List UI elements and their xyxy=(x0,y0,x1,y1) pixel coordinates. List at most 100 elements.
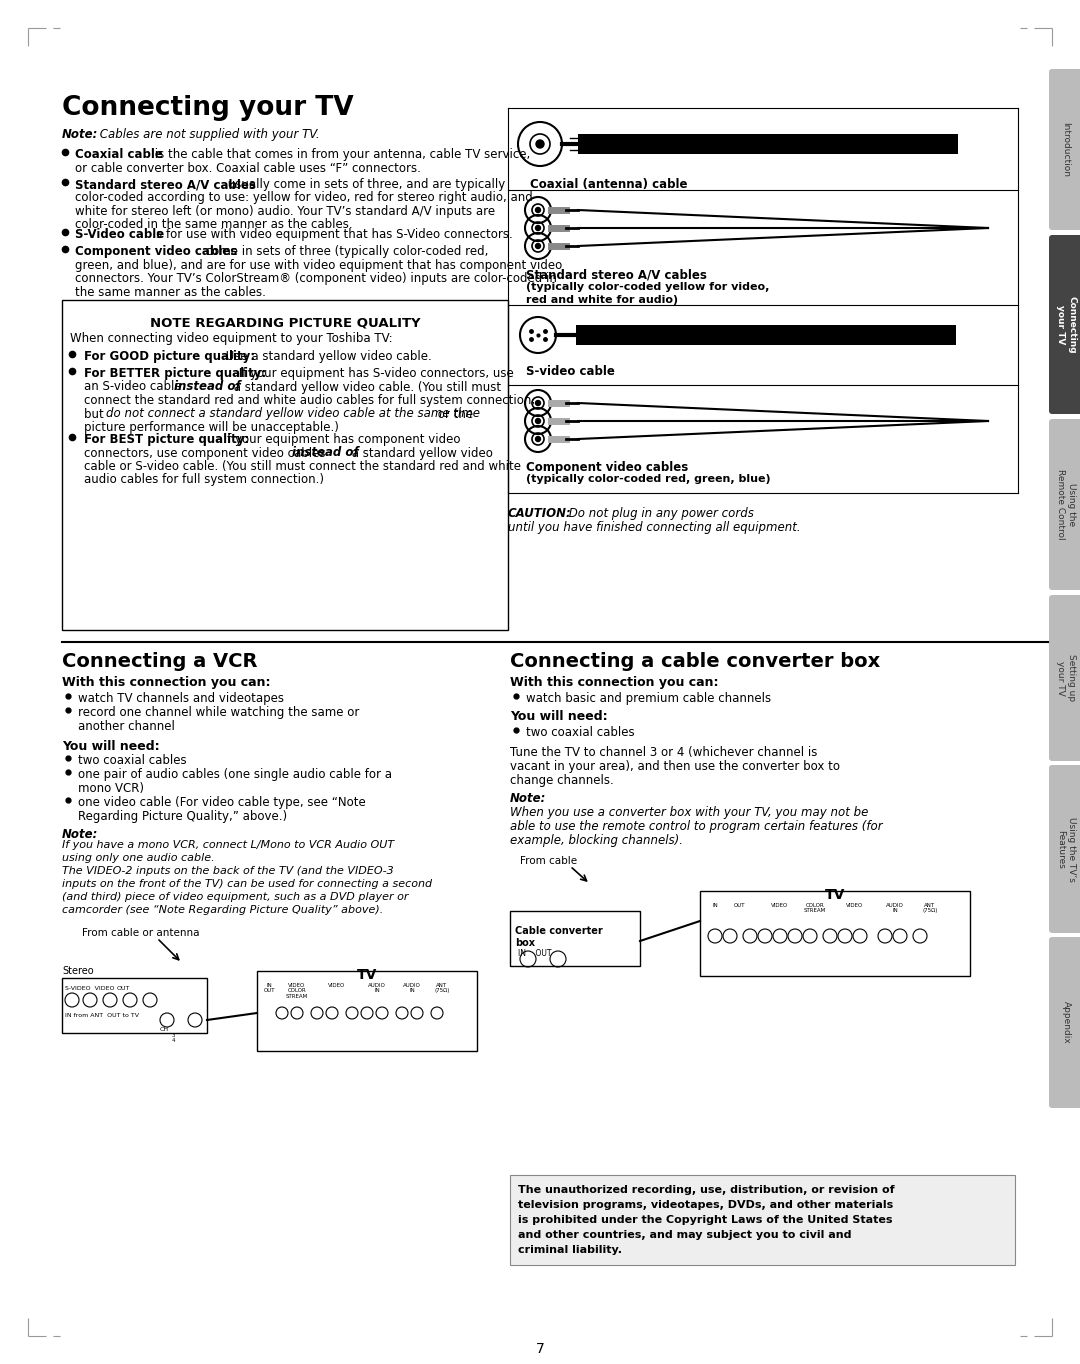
Text: When connecting video equipment to your Toshiba TV:: When connecting video equipment to your … xyxy=(70,331,393,345)
Text: Standard stereo A/V cables: Standard stereo A/V cables xyxy=(526,267,707,281)
Text: another channel: another channel xyxy=(78,720,175,732)
Text: instead of: instead of xyxy=(174,381,241,393)
Text: audio cables for full system connection.): audio cables for full system connection.… xyxy=(84,473,324,487)
Text: If your equipment has S-video connectors, use: If your equipment has S-video connectors… xyxy=(235,367,514,381)
Text: criminal liability.: criminal liability. xyxy=(518,1245,622,1255)
Text: S-VIDEO  VIDEO: S-VIDEO VIDEO xyxy=(65,986,114,992)
Text: one video cable (For video cable type, see “Note: one video cable (For video cable type, s… xyxy=(78,797,366,809)
Text: With this connection you can:: With this connection you can: xyxy=(510,677,718,689)
Text: COLOR
STREAM: COLOR STREAM xyxy=(804,903,826,914)
Circle shape xyxy=(536,419,540,423)
Text: Use a standard yellow video cable.: Use a standard yellow video cable. xyxy=(222,351,432,363)
Text: Stereo: Stereo xyxy=(62,966,94,977)
Text: Connecting a VCR: Connecting a VCR xyxy=(62,652,257,671)
Text: connectors, use component video cables: connectors, use component video cables xyxy=(84,446,329,460)
Text: is for use with video equipment that has S-Video connectors.: is for use with video equipment that has… xyxy=(149,228,513,241)
Text: AUDIO
IN: AUDIO IN xyxy=(368,983,386,993)
Text: watch basic and premium cable channels: watch basic and premium cable channels xyxy=(526,692,771,705)
Text: able to use the remote control to program certain features (for: able to use the remote control to progra… xyxy=(510,820,882,833)
Text: IN
OUT: IN OUT xyxy=(264,983,274,993)
Text: Appendix: Appendix xyxy=(1062,1001,1070,1043)
Text: until you have finished connecting all equipment.: until you have finished connecting all e… xyxy=(508,521,800,533)
FancyBboxPatch shape xyxy=(1049,937,1080,1108)
FancyBboxPatch shape xyxy=(1049,595,1080,761)
Text: The unauthorized recording, use, distribution, or revision of: The unauthorized recording, use, distrib… xyxy=(518,1185,894,1195)
Text: VIDEO: VIDEO xyxy=(847,903,864,908)
Text: If you have a mono VCR, connect L/Mono to VCR Audio OUT: If you have a mono VCR, connect L/Mono t… xyxy=(62,840,394,850)
Text: using only one audio cable.: using only one audio cable. xyxy=(62,852,215,863)
Text: ANT
(75Ω): ANT (75Ω) xyxy=(922,903,937,914)
Text: the same manner as the cables.: the same manner as the cables. xyxy=(75,285,266,299)
Text: or cable converter box. Coaxial cable uses “F” connectors.: or cable converter box. Coaxial cable us… xyxy=(75,161,421,175)
Text: connect the standard red and white audio cables for full system connection,: connect the standard red and white audio… xyxy=(84,394,535,406)
Text: camcorder (see “Note Regarding Picture Quality” above).: camcorder (see “Note Regarding Picture Q… xyxy=(62,904,383,915)
Text: NOTE REGARDING PICTURE QUALITY: NOTE REGARDING PICTURE QUALITY xyxy=(150,316,420,329)
Text: IN from ANT  OUT to TV: IN from ANT OUT to TV xyxy=(65,1013,139,1018)
Text: Cables are not supplied with your TV.: Cables are not supplied with your TV. xyxy=(96,128,320,140)
Text: color-coded according to use: yellow for video, red for stereo right audio, and: color-coded according to use: yellow for… xyxy=(75,191,532,205)
Text: come in sets of three (typically color-coded red,: come in sets of three (typically color-c… xyxy=(202,246,488,258)
Text: With this connection you can:: With this connection you can: xyxy=(62,677,270,689)
Text: or the: or the xyxy=(434,408,473,420)
Text: is the cable that comes in from your antenna, cable TV service,: is the cable that comes in from your ant… xyxy=(151,149,530,161)
Text: VIDEO
COLOR
STREAM: VIDEO COLOR STREAM xyxy=(286,983,308,998)
Circle shape xyxy=(536,436,540,442)
Text: a standard yellow video cable. (You still must: a standard yellow video cable. (You stil… xyxy=(230,381,501,393)
Text: VIDEO: VIDEO xyxy=(328,983,346,988)
Text: Coaxial (antenna) cable: Coaxial (antenna) cable xyxy=(530,177,688,191)
Text: white for stereo left (or mono) audio. Your TV’s standard A/V inputs are: white for stereo left (or mono) audio. Y… xyxy=(75,205,495,218)
Text: but: but xyxy=(84,408,108,420)
Text: Connecting
your TV: Connecting your TV xyxy=(1056,296,1076,353)
Text: usually come in sets of three, and are typically: usually come in sets of three, and are t… xyxy=(224,177,505,191)
Text: vacant in your area), and then use the converter box to: vacant in your area), and then use the c… xyxy=(510,760,840,773)
Text: For BETTER picture quality:: For BETTER picture quality: xyxy=(84,367,267,381)
Text: two coaxial cables: two coaxial cables xyxy=(526,726,635,739)
Text: IN    OUT: IN OUT xyxy=(518,949,552,958)
Text: The VIDEO-2 inputs on the back of the TV (and the VIDEO-3: The VIDEO-2 inputs on the back of the TV… xyxy=(62,866,394,876)
Text: record one channel while watching the same or: record one channel while watching the sa… xyxy=(78,707,360,719)
Bar xyxy=(62,978,207,1033)
Text: green, and blue), and are for use with video equipment that has component video: green, and blue), and are for use with v… xyxy=(75,259,563,271)
FancyBboxPatch shape xyxy=(1049,765,1080,933)
Text: AUDIO
IN: AUDIO IN xyxy=(886,903,904,914)
Text: IN: IN xyxy=(712,903,718,908)
Text: (typically color-coded red, green, blue): (typically color-coded red, green, blue) xyxy=(526,475,771,484)
Text: connectors. Your TV’s ColorStream® (component video) inputs are color-coded in: connectors. Your TV’s ColorStream® (comp… xyxy=(75,271,557,285)
Text: watch TV channels and videotapes: watch TV channels and videotapes xyxy=(78,692,284,705)
Text: 3
4: 3 4 xyxy=(172,1033,175,1043)
Text: Note:: Note: xyxy=(62,128,98,140)
Text: red and white for audio): red and white for audio) xyxy=(526,295,678,306)
Text: Note:: Note: xyxy=(510,792,546,805)
Text: You will need:: You will need: xyxy=(62,741,160,753)
Bar xyxy=(578,134,958,154)
Text: From cable or antenna: From cable or antenna xyxy=(82,928,200,938)
Text: (and third) piece of video equipment, such as a DVD player or: (and third) piece of video equipment, su… xyxy=(62,892,408,902)
Circle shape xyxy=(536,401,540,405)
Text: television programs, videotapes, DVDs, and other materials: television programs, videotapes, DVDs, a… xyxy=(518,1200,893,1210)
Circle shape xyxy=(536,225,540,231)
Circle shape xyxy=(536,207,540,213)
Text: (typically color-coded yellow for video,: (typically color-coded yellow for video, xyxy=(526,282,769,292)
Text: an S-video cable: an S-video cable xyxy=(84,381,186,393)
Text: If your equipment has component video: If your equipment has component video xyxy=(220,432,460,446)
Text: color-coded in the same manner as the cables.: color-coded in the same manner as the ca… xyxy=(75,218,353,232)
Text: Coaxial cable: Coaxial cable xyxy=(75,149,163,161)
Text: Note:: Note: xyxy=(62,828,98,842)
Text: instead of: instead of xyxy=(292,446,359,460)
FancyBboxPatch shape xyxy=(1049,235,1080,415)
Circle shape xyxy=(536,244,540,248)
Text: picture performance will be unacceptable.): picture performance will be unacceptable… xyxy=(84,421,339,434)
Text: Introduction: Introduction xyxy=(1062,121,1070,177)
Text: example, blocking channels).: example, blocking channels). xyxy=(510,833,683,847)
Text: 7: 7 xyxy=(536,1342,544,1356)
Text: Connecting a cable converter box: Connecting a cable converter box xyxy=(510,652,880,671)
Text: is prohibited under the Copyright Laws of the United States: is prohibited under the Copyright Laws o… xyxy=(518,1215,892,1225)
Text: Connecting your TV: Connecting your TV xyxy=(62,95,353,121)
Text: CH: CH xyxy=(160,1027,170,1033)
Text: box: box xyxy=(515,938,535,948)
Text: Standard stereo A/V cables: Standard stereo A/V cables xyxy=(75,177,256,191)
Text: Do not plug in any power cords: Do not plug in any power cords xyxy=(565,507,754,520)
Text: From cable: From cable xyxy=(519,857,577,866)
Text: TV: TV xyxy=(825,888,846,902)
Text: Regarding Picture Quality,” above.): Regarding Picture Quality,” above.) xyxy=(78,810,287,822)
